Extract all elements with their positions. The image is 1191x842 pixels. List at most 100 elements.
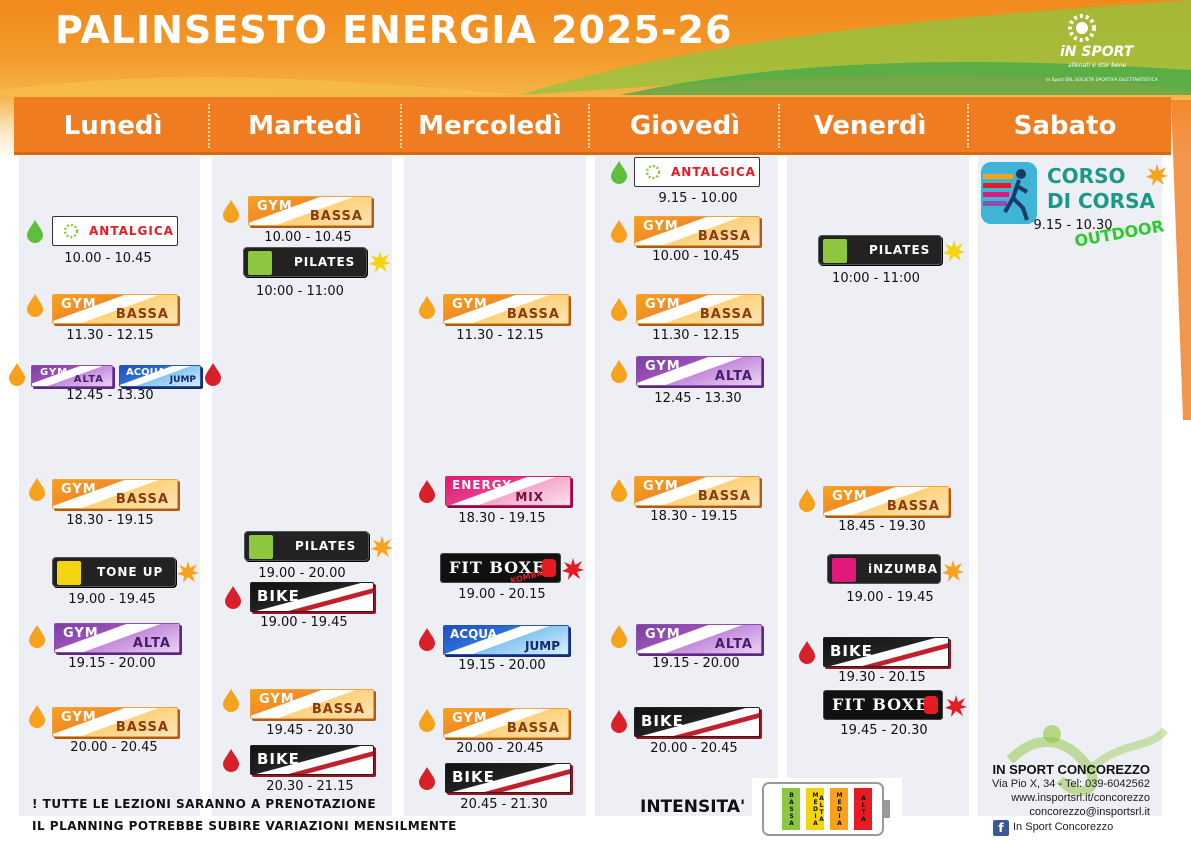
contact-facebook[interactable]: In Sport Concorezzo — [1013, 821, 1114, 833]
activity-bike[interactable]: BIKE — [445, 763, 571, 793]
time-slot: 20.45 - 21.30 — [460, 797, 548, 812]
activity-gym-bassa[interactable]: GYM BASSA — [250, 689, 374, 719]
activity-bike[interactable]: BIKE — [250, 745, 374, 775]
orange-drop-icon — [222, 688, 240, 712]
activity-fit-boxe-kombat[interactable]: FIT BOXE KOMBAT — [440, 553, 561, 583]
intensity-battery: BASSA MEDIA MEDIA ALTA ALTA — [752, 778, 902, 838]
activity-gym-bassa[interactable]: GYM BASSA — [636, 294, 762, 324]
jump-label: JUMP — [169, 375, 196, 385]
activity-antalgica[interactable]: ANTALGICA — [52, 216, 178, 246]
time-slot: 10.00 - 10.45 — [264, 230, 352, 245]
page-title: PALINSESTO ENERGIA 2025-26 — [55, 8, 733, 52]
contact-website[interactable]: www.insportsrl.it/concorezzo — [1011, 792, 1150, 804]
activity-bike[interactable]: BIKE — [823, 637, 949, 667]
activity-gym-alta[interactable]: GYM ALTA — [54, 623, 180, 653]
activity-gym-bassa[interactable]: GYM BASSA — [52, 479, 178, 509]
time-slot: 12.45 - 13.30 — [654, 391, 742, 406]
antalgica-logo-icon — [63, 223, 79, 239]
red-drop-icon — [610, 709, 628, 733]
activity-energy-mix[interactable]: ENERGY MIX — [445, 476, 571, 506]
activity-fit-boxe[interactable]: FIT BOXE — [823, 690, 943, 720]
activity-acqua-jump[interactable]: ACQUA JUMP — [119, 365, 201, 387]
activity-bike[interactable]: BIKE — [250, 582, 374, 612]
intensity-label: BASSA — [506, 307, 560, 322]
orange-drop-icon — [610, 359, 628, 383]
activity-antalgica[interactable]: ANTALGICA — [634, 157, 760, 187]
day-friday: Venerdì — [813, 111, 927, 141]
activity-pilates[interactable]: PILATES — [243, 247, 367, 277]
gym-label: GYM — [645, 627, 681, 642]
activity-gym-alta[interactable]: GYM ALTA — [636, 624, 762, 654]
intensity-level-alta: ALTA — [854, 788, 872, 830]
time-slot: 19.00 - 20.15 — [458, 587, 546, 602]
time-slot: 19.45 - 20.30 — [840, 723, 928, 738]
time-slot: 19.00 - 19.45 — [846, 590, 934, 605]
red-drop-icon — [418, 627, 436, 651]
facebook-icon[interactable]: f — [993, 820, 1009, 836]
intensity-label: BASSA — [115, 307, 169, 322]
red-drop-icon — [418, 766, 436, 790]
orange-drop-icon — [28, 477, 46, 501]
antalgica-logo-icon — [645, 164, 661, 180]
activity-tone-up[interactable]: TONE UP — [52, 557, 176, 587]
planning-note: IL PLANNING POTREBBE SUBIRE VARIAZIONI M… — [32, 819, 457, 833]
gym-label: GYM — [257, 199, 293, 214]
gym-label: GYM — [452, 711, 488, 726]
mix-label: MIX — [515, 490, 544, 504]
red-drop-icon — [224, 585, 242, 609]
activity-gym-alta[interactable]: GYM ALTA — [636, 356, 762, 386]
time-slot: 20.00 - 20.45 — [650, 741, 738, 756]
acqua-label: ACQUA — [450, 627, 497, 641]
activity-bike[interactable]: BIKE — [634, 707, 760, 737]
time-slot: 19.15 - 20.00 — [68, 656, 156, 671]
pilates-label: PILATES — [294, 255, 356, 269]
intensity-label: BASSA — [506, 721, 560, 736]
contact-email[interactable]: concorezzo@insportsrl.it — [1029, 806, 1150, 818]
intensity-label: ALTA — [714, 369, 753, 384]
tone-up-label: TONE UP — [97, 565, 164, 579]
intensity-label: ALTA — [73, 374, 104, 385]
activity-gym-alta[interactable]: GYM ALTA — [31, 365, 113, 387]
activity-gym-bassa[interactable]: GYM BASSA — [248, 196, 372, 226]
gym-label: GYM — [643, 219, 679, 234]
activity-gym-bassa[interactable]: GYM BASSA — [634, 216, 760, 246]
activity-gym-bassa[interactable]: GYM BASSA — [52, 707, 178, 737]
time-slot: 18.30 - 19.15 — [650, 509, 738, 524]
star-burst-icon — [943, 240, 965, 262]
pilates-label: PILATES — [869, 243, 931, 257]
time-slot: 9.15 - 10.30 — [1033, 218, 1113, 233]
time-slot: 12.45 - 13.30 — [66, 388, 154, 403]
activity-gym-bassa[interactable]: GYM BASSA — [52, 294, 178, 324]
gym-label: GYM — [832, 489, 868, 504]
star-burst-icon — [942, 560, 964, 582]
time-slot: 11.30 - 12.15 — [652, 328, 740, 343]
intensity-level-media-alta: MEDIA ALTA — [818, 788, 848, 830]
activity-gym-bassa[interactable]: GYM BASSA — [634, 476, 760, 506]
time-slot: 19.45 - 20.30 — [266, 723, 354, 738]
red-drop-icon — [798, 640, 816, 664]
activity-gym-bassa[interactable]: GYM BASSA — [443, 294, 569, 324]
activity-pilates[interactable]: PILATES — [244, 531, 369, 561]
activity-gym-bassa[interactable]: GYM BASSA — [443, 708, 569, 738]
intensity-label: BASSA — [309, 209, 363, 224]
intensity-label: BASSA — [699, 307, 753, 322]
gym-label: GYM — [40, 367, 69, 378]
day-separator — [400, 104, 402, 148]
orange-drop-icon — [418, 295, 436, 319]
activity-gym-bassa[interactable]: GYM BASSA — [823, 486, 949, 516]
gym-label: GYM — [61, 297, 97, 312]
boxing-glove-icon — [924, 696, 938, 714]
time-slot: 20.00 - 20.45 — [456, 741, 544, 756]
activity-pilates[interactable]: PILATES — [818, 235, 942, 265]
fit-boxe-label: FIT BOXE — [832, 695, 929, 714]
intensity-label: BASSA — [115, 492, 169, 507]
gym-label: GYM — [645, 297, 681, 312]
time-slot: 11.30 - 12.15 — [66, 328, 154, 343]
contact-address: Via Pio X, 34 - Tel: 039-6042562 — [992, 778, 1150, 790]
activity-inzumba[interactable]: iNZUMBA — [827, 554, 941, 584]
in-sport-logo — [1068, 14, 1096, 42]
star-burst-icon — [562, 558, 584, 580]
zumba-icon — [832, 558, 856, 582]
activity-acqua-jump[interactable]: ACQUA JUMP — [443, 625, 569, 655]
